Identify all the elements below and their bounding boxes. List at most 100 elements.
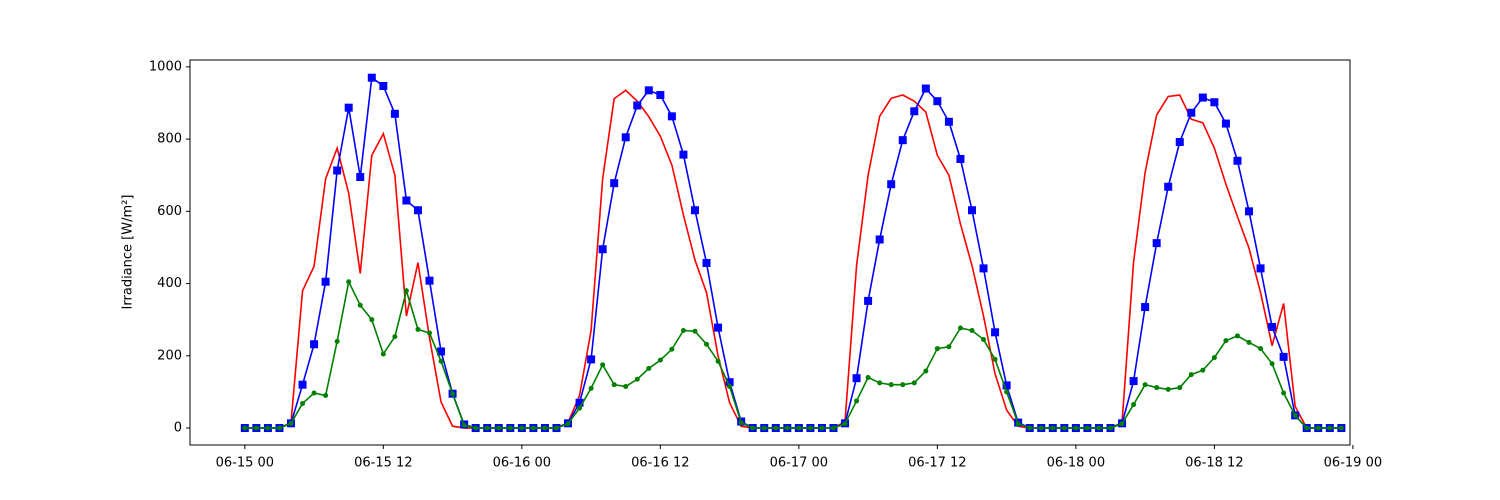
x-tick-label: 06-16 00 (493, 456, 551, 471)
square-marker (898, 136, 907, 145)
dot-marker (784, 425, 790, 431)
square-marker (598, 245, 607, 254)
dot-marker (276, 425, 282, 431)
dot-marker (1211, 355, 1217, 361)
x-tick-label: 06-18 12 (1185, 456, 1243, 471)
dot-marker (1269, 361, 1275, 367)
dot-marker (877, 380, 883, 386)
dot-marker (854, 398, 860, 404)
y-axis-label: Irradiance [W/m²] (121, 195, 136, 310)
dot-marker (1315, 425, 1321, 431)
dot-marker (611, 382, 617, 388)
dot-marker (819, 425, 825, 431)
dot-marker (1223, 338, 1229, 344)
dot-marker (450, 391, 456, 397)
dot-marker (1015, 421, 1021, 427)
x-tick-label: 06-16 12 (631, 456, 689, 471)
dot-marker (692, 328, 698, 334)
dot-marker (1131, 402, 1137, 408)
square-marker (425, 276, 434, 285)
dot-marker (680, 328, 686, 334)
square-marker (1129, 377, 1138, 386)
dot-marker (1327, 425, 1333, 431)
square-marker (1198, 93, 1207, 102)
y-tick-label: 600 (157, 204, 182, 219)
square-marker (1245, 207, 1254, 216)
square-marker (610, 179, 619, 188)
square-marker (575, 398, 584, 407)
dot-marker (888, 382, 894, 388)
dot-marker (1073, 425, 1079, 431)
y-tick-label: 400 (157, 276, 182, 291)
dot-marker (288, 420, 294, 426)
dot-marker (253, 425, 259, 431)
dot-marker (669, 346, 675, 352)
dot-marker (600, 362, 606, 368)
dot-marker (1154, 385, 1160, 391)
y-tick-label: 0 (174, 421, 182, 436)
square-marker (1141, 303, 1150, 312)
dot-marker (392, 334, 398, 340)
dot-marker (484, 425, 490, 431)
dot-marker (957, 325, 963, 331)
square-marker (967, 206, 976, 215)
dot-marker (530, 425, 536, 431)
x-tick-label: 06-18 00 (1047, 456, 1105, 471)
square-marker (1164, 182, 1173, 191)
dot-marker (946, 344, 952, 350)
dot-marker (496, 425, 502, 431)
y-tick-label: 800 (157, 132, 182, 147)
square-marker (1210, 98, 1219, 107)
square-marker (1187, 108, 1196, 117)
square-marker (875, 235, 884, 244)
dot-marker (992, 356, 998, 362)
y-tick-label: 200 (157, 348, 182, 363)
square-marker (402, 196, 411, 205)
dot-marker (1200, 367, 1206, 373)
dot-marker (438, 358, 444, 364)
square-marker (390, 109, 399, 118)
dot-marker (738, 420, 744, 426)
y-tick-label: 1000 (149, 59, 182, 74)
square-marker (667, 112, 676, 121)
dot-marker (588, 385, 594, 391)
dot-marker (1050, 425, 1056, 431)
square-marker (944, 117, 953, 126)
square-marker (852, 374, 861, 383)
dot-marker (1004, 389, 1010, 395)
dot-marker (1292, 412, 1298, 418)
dot-marker (761, 425, 767, 431)
square-marker (991, 328, 1000, 337)
dot-marker (830, 425, 836, 431)
dot-marker (507, 425, 513, 431)
square-marker (979, 264, 988, 273)
square-marker (356, 173, 365, 182)
dot-marker (1281, 390, 1287, 396)
dot-marker (323, 393, 329, 399)
dot-marker (311, 390, 317, 396)
square-marker (702, 258, 711, 267)
square-marker (298, 380, 307, 389)
square-marker (933, 97, 942, 106)
dot-marker (1107, 425, 1113, 431)
dot-marker (934, 346, 940, 352)
square-marker (1256, 264, 1265, 273)
square-marker (690, 206, 699, 215)
square-marker (644, 86, 653, 95)
dot-marker (715, 358, 721, 364)
square-marker (333, 166, 342, 175)
dot-marker (334, 338, 340, 344)
dot-marker (427, 330, 433, 336)
square-marker (887, 180, 896, 189)
dot-marker (1084, 425, 1090, 431)
square-marker (413, 206, 422, 215)
dot-marker (865, 374, 871, 380)
dot-marker (380, 351, 386, 357)
dot-marker (403, 288, 409, 294)
dot-marker (727, 383, 733, 389)
square-marker (621, 133, 630, 142)
dot-marker (923, 368, 929, 374)
square-marker (633, 101, 642, 110)
dot-marker (842, 421, 848, 427)
